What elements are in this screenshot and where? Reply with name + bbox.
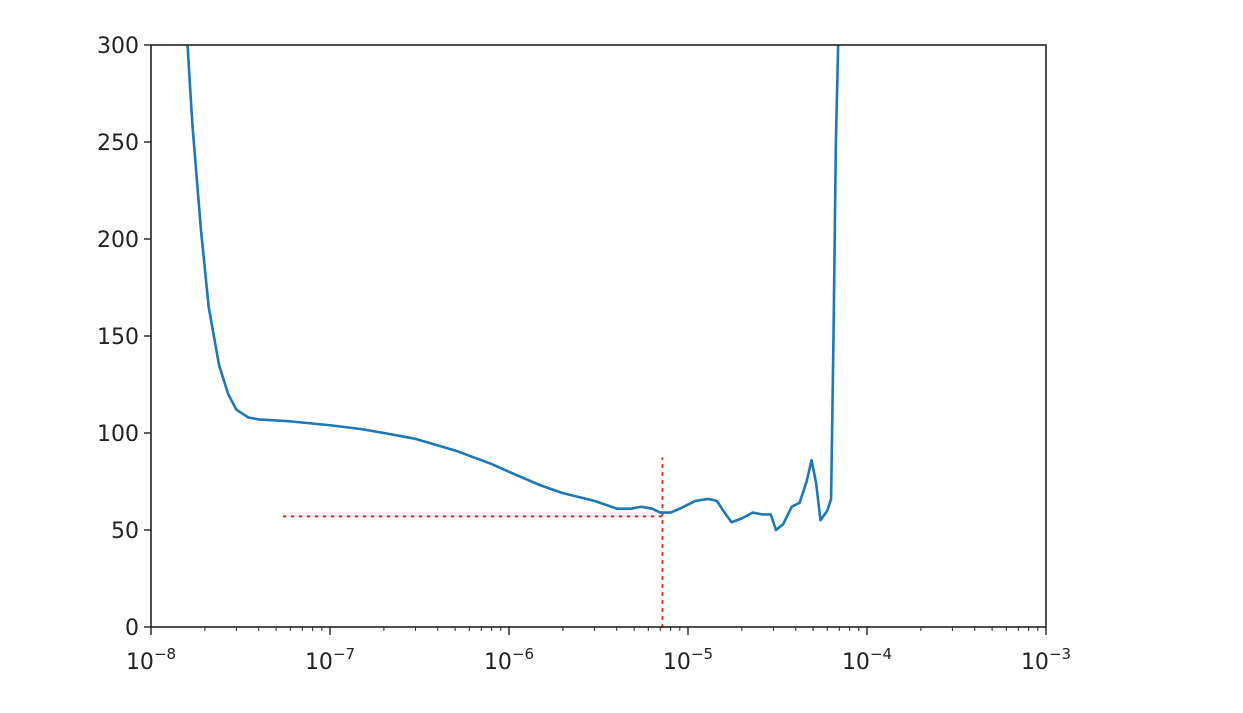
y-tick-label: 50 — [111, 519, 139, 544]
x-tick-label: 10−3 — [1021, 645, 1071, 675]
x-tick-base: 10 — [663, 650, 691, 675]
x-tick-base: 10 — [1021, 650, 1049, 675]
x-tick-exponent: −3 — [1049, 645, 1071, 663]
x-tick-exponent: −5 — [691, 645, 713, 663]
x-tick-label: 10−4 — [842, 645, 892, 675]
y-axis: 0 50 100 150 200 250 300 — [97, 34, 151, 641]
x-tick-base: 10 — [305, 650, 333, 675]
x-tick-base: 10 — [126, 650, 154, 675]
y-tick-label: 150 — [97, 325, 139, 350]
y-tick-label: 300 — [97, 34, 139, 59]
annotations — [282, 457, 664, 628]
y-tick-label: 0 — [125, 616, 139, 641]
y-tick-label: 250 — [97, 131, 139, 156]
x-tick-label: 10−5 — [663, 645, 713, 675]
x-tick-label: 10−7 — [305, 645, 355, 675]
y-tick-label: 200 — [97, 228, 139, 253]
x-tick-exponent: −8 — [154, 645, 176, 663]
x-tick-exponent: −7 — [333, 645, 355, 663]
series-layer — [186, 45, 840, 532]
x-tick-base: 10 — [484, 650, 512, 675]
x-tick-base: 10 — [842, 650, 870, 675]
y-tick-label: 100 — [97, 422, 139, 447]
x-tick-label: 10−6 — [484, 645, 534, 675]
x-tick-exponent: −4 — [870, 645, 892, 663]
x-axis: 10−8 10−7 10−6 10−5 10−4 10−3 — [126, 627, 1071, 675]
x-tick-exponent: −6 — [512, 645, 534, 663]
x-tick-label: 10−8 — [126, 645, 176, 675]
series-line — [186, 45, 840, 532]
